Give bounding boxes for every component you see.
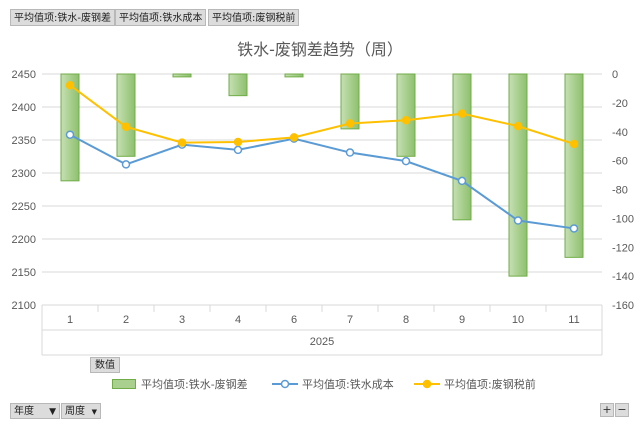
x-axis-tick-label: 9	[459, 314, 465, 326]
point-iron-cost	[569, 224, 579, 233]
point-scrap-pre-tax	[401, 115, 411, 125]
field-button-scrap-pre-tax[interactable]: 平均值项:废钢税前	[208, 9, 300, 26]
point-iron-cost	[233, 145, 243, 155]
bar-iron-scrap-diff	[340, 73, 360, 130]
line-scrap-pre-tax	[69, 84, 575, 145]
right-axis-tick-label: -120	[612, 242, 634, 254]
point-scrap-pre-tax	[345, 119, 355, 128]
point-iron-cost	[121, 160, 131, 169]
bar-iron-scrap-diff	[452, 73, 472, 221]
chevron-down-icon[interactable]: ▼	[91, 408, 97, 416]
x-axis-tick-label: 3	[179, 314, 185, 326]
x-axis-group-label: 2025	[310, 336, 334, 348]
bar-iron-scrap-diff	[172, 73, 192, 78]
point-iron-cost	[65, 130, 75, 139]
point-scrap-pre-tax	[513, 121, 523, 131]
left-axis-tick-label: 2200	[12, 234, 36, 246]
left-axis-tick-label: 2250	[12, 201, 36, 213]
legend-line-marker-orange	[414, 379, 440, 389]
point-scrap-pre-tax	[289, 133, 299, 142]
x-axis-tick-label: 7	[347, 314, 353, 326]
bar-iron-scrap-diff	[508, 73, 528, 277]
bar-iron-scrap-diff	[60, 73, 80, 182]
right-axis-tick-label: -140	[612, 271, 634, 283]
x-axis-tick-label: 1	[67, 314, 73, 326]
bar-iron-scrap-diff	[564, 73, 584, 258]
legend-label-iron-cost: 平均值项:铁水成本	[302, 378, 394, 391]
x-axis-tick-label: 4	[235, 314, 241, 326]
point-scrap-pre-tax	[65, 80, 75, 90]
year-field-button[interactable]: 年度 ▼	[10, 403, 60, 419]
point-scrap-pre-tax	[569, 139, 579, 149]
legend-label-scrap: 平均值项:废钢税前	[444, 378, 536, 391]
line-iron-cost	[69, 133, 575, 230]
week-label: 周度	[65, 406, 85, 417]
bar-iron-scrap-diff	[228, 73, 248, 97]
left-axis-tick-label: 2100	[12, 300, 36, 312]
legend-item-diff: 平均值项:铁水-废钢差	[112, 376, 248, 392]
values-field-button[interactable]: 数值	[90, 357, 120, 373]
point-scrap-pre-tax	[233, 137, 243, 147]
field-button-iron-cost[interactable]: 平均值项:铁水成本	[115, 9, 207, 26]
x-axis-tick-label: 2	[123, 314, 129, 326]
week-field-button[interactable]: 周度 ▼	[61, 403, 101, 419]
left-axis-tick-label: 2400	[12, 102, 36, 114]
legend-label-diff: 平均值项:铁水-废钢差	[141, 378, 248, 391]
legend-bar-swatch	[112, 379, 136, 389]
left-axis-tick-label: 2350	[12, 135, 36, 147]
point-scrap-pre-tax	[121, 122, 131, 132]
legend-item-iron-cost: 平均值项:铁水成本	[272, 376, 394, 392]
bar-iron-scrap-diff	[116, 73, 136, 157]
x-axis-tick-label: 10	[512, 314, 524, 326]
point-iron-cost	[513, 216, 523, 225]
point-iron-cost	[345, 148, 355, 157]
x-axis-tick-label: 11	[568, 314, 579, 326]
right-axis-tick-label: 0	[612, 69, 618, 81]
field-button-iron-scrap-diff[interactable]: 平均值项:铁水-废钢差	[10, 9, 115, 26]
point-iron-cost	[457, 176, 467, 186]
left-axis-tick-label: 2300	[12, 168, 36, 180]
bar-iron-scrap-diff	[284, 73, 304, 78]
point-scrap-pre-tax	[177, 138, 187, 147]
left-axis-tick-label: 2150	[12, 267, 36, 279]
expand-button[interactable]: +	[600, 403, 614, 417]
legend-line-marker-blue	[272, 379, 298, 389]
year-label: 年度	[14, 406, 34, 417]
right-axis-tick-label: -160	[612, 300, 634, 312]
point-iron-cost	[401, 156, 411, 166]
right-axis-tick-label: -60	[612, 156, 628, 168]
x-axis-tick-label: 8	[403, 314, 409, 326]
left-axis-tick-label: 2450	[12, 69, 36, 81]
x-axis-tick-label: 6	[291, 314, 297, 326]
right-axis-tick-label: -100	[612, 213, 634, 225]
right-axis-tick-label: -80	[612, 185, 628, 197]
collapse-button[interactable]: −	[615, 403, 629, 417]
right-axis-tick-label: -40	[612, 127, 628, 139]
legend-item-scrap: 平均值项:废钢税前	[414, 376, 536, 392]
right-axis-tick-label: -20	[612, 98, 628, 110]
chart-title: 铁水-废钢差趋势（周）	[237, 40, 403, 59]
filter-icon[interactable]: ▼	[49, 407, 56, 417]
point-scrap-pre-tax	[457, 109, 467, 118]
bar-iron-scrap-diff	[396, 73, 416, 157]
